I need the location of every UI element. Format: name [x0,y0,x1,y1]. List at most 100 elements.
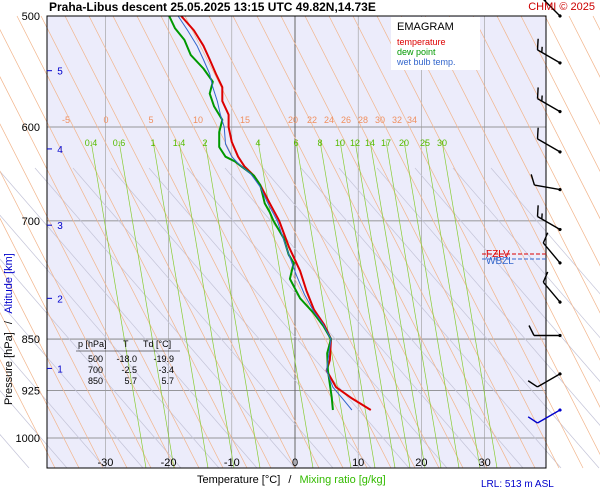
dry-adiabat-line [0,311,80,469]
wind-barb-flag [536,127,539,139]
wind-barb [530,174,562,192]
saturated-adiabat-line [0,390,68,469]
wind-barb-base [558,408,562,412]
wind-barb-base [558,150,562,154]
xlabel-separator: / [288,474,292,486]
mixing-ratio-line [369,140,426,469]
dry-adiabat-label: 10 [193,115,203,125]
saturated-adiabat-line [338,167,600,469]
legend-dew-point: dew point [397,47,436,57]
mixing-ratio-line [424,140,481,469]
dry-adiabat-line [0,123,176,469]
dry-adiabat-line [112,15,344,469]
wind-barb-half-flag [541,213,543,220]
mixing-ratio-line [204,140,261,469]
dry-adiabat-line [160,15,392,469]
dry-adiabat-line [64,15,296,469]
wind-barb [527,372,562,388]
dry-adiabat-line [472,15,600,267]
dry-adiabat-line [88,15,320,469]
wind-barb-flag [542,271,549,283]
wind-barbs-layer [527,0,562,424]
table-cell: 5.7 [161,376,174,386]
mixing-ratio-label: 17 [381,138,391,148]
mixing-ratio-label: 1.4 [173,138,186,148]
wind-barb-half-flag [541,95,543,102]
wind-barb-flag [527,380,538,388]
wind-barb [536,87,562,114]
dry-adiabat-label: 24 [324,115,334,125]
dry-adiabat-line [352,15,584,469]
dry-adiabat-label: 34 [407,115,417,125]
wind-barb-base [558,61,562,65]
wind-barb-staff [537,373,561,388]
series-wet-bulb-temp-line [177,15,353,411]
mixing-ratio-label: 1 [150,138,155,148]
wind-barb [536,127,562,154]
legend-box [391,17,480,70]
wind-barb-flag [536,38,539,50]
wind-barb-staff [534,184,561,191]
wind-barb-half-flag [544,0,548,2]
wbzl-label: WBZL [486,256,514,267]
mixing-ratio-line [339,140,396,469]
dry-adiabat-label: 5 [148,115,153,125]
dry-adiabat-label: 28 [358,115,368,125]
legend: EMAGRAM temperature dew point wet bulb t… [391,17,480,70]
dry-adiabat-line [0,76,200,469]
wind-barb-staff [537,409,561,424]
y-tick-label: 925 [22,386,40,398]
wind-barb-base [558,261,562,265]
wind-barb-base [558,333,562,338]
wind-barb-staff [537,138,561,153]
wind-barb-base [558,300,562,304]
dry-adiabat-line [232,15,464,469]
dry-adiabat-line [376,15,600,456]
xlabel-temperature: Temperature [°C] [197,474,280,486]
wind-barb [536,38,562,65]
y-tick-label: 700 [22,216,40,228]
dry-adiabat-label: 22 [307,115,317,125]
mixing-ratio-label: 25 [420,138,430,148]
mixing-ratio-label: 10 [335,138,345,148]
fzlv-label: FZLV [486,249,510,260]
mixing-ratio-line [178,140,235,469]
mixing-ratio-line [118,140,175,469]
table-cell: -3.4 [158,365,174,375]
plot-background [47,16,546,468]
dry-adiabat-label: 26 [341,115,351,125]
dry-adiabat-label: 30 [375,115,385,125]
mixing-ratio-label: 30 [437,138,447,148]
saturated-adiabat-line [0,346,106,469]
x-tick-label: 0 [292,457,298,469]
legend-temperature: temperature [397,37,446,47]
x-tick-label: 10 [352,457,364,469]
saturated-adiabat-line [300,167,562,469]
altitude-tick-label: 5 [57,67,63,78]
altitude-tick-label: 3 [57,221,63,232]
saturated-adiabat-line [0,214,220,469]
wind-barb [536,205,562,232]
wind-barb-flag [536,87,539,99]
mixing-ratio-label: 6 [293,138,298,148]
mixing-ratio-line [403,140,460,469]
mixing-ratio-line [90,140,147,469]
mixing-ratio-label: 20 [399,138,409,148]
mixing-ratio-label: 2 [202,138,207,148]
dry-adiabat-label: 32 [392,115,402,125]
table-cell: 500 [88,354,103,364]
mixing-ratio-line [441,140,498,469]
table-header-td: Td [°C] [143,339,171,349]
x-axis-title: Temperature [°C] / Mixing ratio [g/kg] [197,474,386,486]
legend-title: EMAGRAM [397,21,454,33]
mixing-ratio-label: 12 [350,138,360,148]
dry-adiabat-label: -5 [62,115,70,125]
level-markers: FZLV WBZL [482,249,546,267]
saturated-adiabat-line [0,302,144,469]
dry-adiabat-line [136,15,368,469]
wind-barb-flag [542,232,549,244]
wind-barb-base [558,372,562,376]
dry-adiabat-line [400,15,600,408]
dry-adiabat-label: 15 [240,115,250,125]
